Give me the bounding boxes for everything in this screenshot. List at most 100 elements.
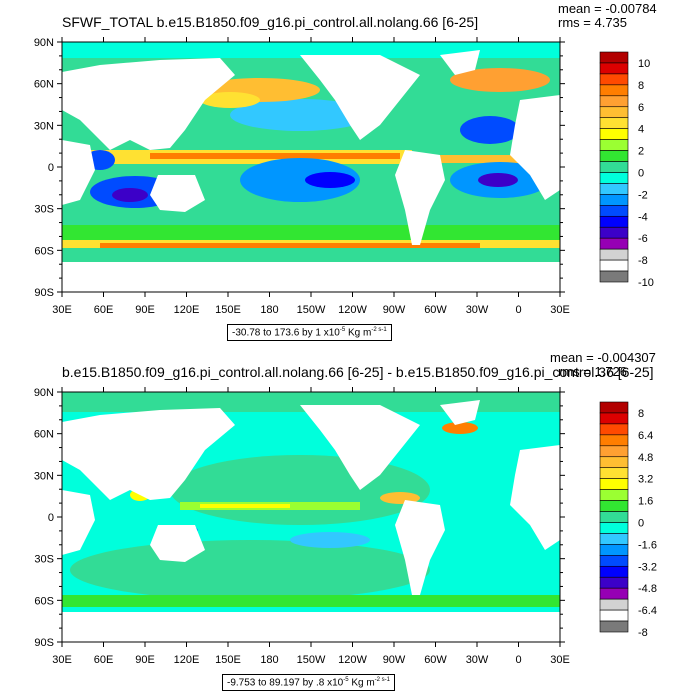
colorbar-label: 4.8 <box>638 452 653 464</box>
panel-1-svg: 90N 60N 30N 0 30S 60S 90S 30E 60E 90E 120E 150E 180… <box>34 37 654 316</box>
lon-tick-label: 90W <box>383 654 406 666</box>
panel-2-info-unit: Kg m <box>348 677 375 689</box>
colorbar-swatch <box>599 139 629 151</box>
colorbar-label: -4.8 <box>638 583 657 595</box>
lat-tick-label: 60S <box>34 595 54 607</box>
colorbar-label: 1.6 <box>638 496 653 508</box>
panel-1-info-exp: -5 <box>339 327 346 333</box>
panel-1-info-range: -30.78 to 173.6 by 1 x10 <box>232 327 340 339</box>
lat-tick-label: 30N <box>34 470 54 482</box>
colorbar-label: 2 <box>638 146 644 158</box>
panel-1-colorbar: 10 8 6 4 2 0 -2 -4 -6 -8 -10 <box>599 51 654 289</box>
panel-1-contour-info: -30.78 to 173.6 by 1 x10-5 Kg m-2 s-1 <box>227 324 392 342</box>
lon-tick-label: 60E <box>94 654 114 666</box>
colorbar-label: 0 <box>638 167 644 179</box>
colorbar-swatch <box>599 565 629 578</box>
lon-tick-label: 180 <box>260 304 278 316</box>
lon-tick-label: 150W <box>297 654 326 666</box>
lat-tick-label: 30N <box>34 120 54 132</box>
colorbar-swatch <box>599 95 629 108</box>
colorbar-label: -10 <box>638 277 654 289</box>
panel-2-title: b.e15.B1850.f09_g16.pi_control.all.nolan… <box>62 364 654 380</box>
lat-tick-label: 90N <box>34 387 54 399</box>
panel-2-colorbar: 8 6.4 4.8 3.2 1.6 0 -1.6 -3.2 -4.8 -6.4 -8 <box>599 401 657 639</box>
colorbar-swatch <box>599 555 629 567</box>
colorbar-swatch <box>599 522 629 534</box>
colorbar-label: -8 <box>638 627 648 639</box>
colorbar-swatch <box>599 270 629 283</box>
lon-tick-label: 180 <box>260 654 278 666</box>
colorbar-swatch <box>599 500 629 512</box>
colorbar-swatch <box>599 248 629 261</box>
lat-tick-label: 30S <box>34 204 54 216</box>
colorbar-swatch <box>599 205 629 217</box>
lon-tick-label: 150W <box>297 304 326 316</box>
panel-1-info-unit: Kg m <box>345 327 372 339</box>
colorbar-label: 4 <box>638 124 644 136</box>
panel-1-map <box>62 42 560 292</box>
colorbar-label: -6 <box>638 233 648 245</box>
lon-tick-label: 150E <box>215 654 241 666</box>
lat-tick-label: 0 <box>48 162 54 174</box>
colorbar-swatch <box>599 609 629 622</box>
panel-1-lon-ticks: 30E 60E 90E 120E 150E 180 150W 120W 90W 60W 30W 0 30… <box>52 37 570 316</box>
colorbar-swatch <box>599 467 629 479</box>
panel-2-mean: mean = -0.004307 <box>550 350 656 365</box>
lon-tick-label: 30E <box>550 654 570 666</box>
lon-tick-label: 0 <box>515 654 521 666</box>
panel-1-title: SFWF_TOTAL b.e15.B1850.f09_g16.pi_contro… <box>62 14 479 30</box>
lon-tick-label: 30E <box>550 304 570 316</box>
panel-2-map <box>62 392 560 642</box>
panel-2-rms: rms = 1.726 <box>558 364 628 379</box>
colorbar-swatch <box>599 456 629 469</box>
panel-2-info-exp: -5 <box>343 677 349 683</box>
colorbar-swatch <box>599 172 629 184</box>
lon-tick-label: 90W <box>383 304 406 316</box>
colorbar-swatch <box>599 620 629 633</box>
colorbar-swatch <box>599 226 629 239</box>
panel-2-info-unit-exp: -2 s-1 <box>374 677 391 683</box>
colorbar-label: -8 <box>638 255 648 267</box>
panel-1-rms: rms = 4.735 <box>558 15 628 30</box>
lat-tick-label: 30S <box>34 554 54 566</box>
colorbar-label: 0 <box>638 517 644 529</box>
colorbar-label: -2 <box>638 189 648 201</box>
colorbar-swatch <box>599 183 629 195</box>
lon-tick-label: 120E <box>174 304 200 316</box>
panel-2-contour-info: -9.753 to 89.197 by .8 x10-5 Kg m-2 s-1 <box>222 674 396 692</box>
colorbar-swatch <box>599 194 629 206</box>
colorbar-label: 6 <box>638 102 644 114</box>
colorbar-label: 8 <box>638 80 644 92</box>
lon-tick-label: 60W <box>424 304 447 316</box>
lon-tick-label: 120E <box>174 654 200 666</box>
panel-1: 90N 60N 30N 0 30S 60S 90S 30E 60E 90E 120E 150E 180… <box>34 2 657 342</box>
colorbar-swatch <box>599 478 629 490</box>
colorbar-swatch <box>599 106 629 119</box>
lon-tick-label: 120W <box>338 304 367 316</box>
colorbar-label: -6.4 <box>638 605 657 617</box>
colorbar-swatch <box>599 423 629 436</box>
colorbar-swatch <box>599 150 629 162</box>
colorbar-swatch <box>599 401 629 414</box>
lat-tick-label: 90S <box>34 287 54 299</box>
colorbar-swatch <box>599 587 629 600</box>
colorbar-swatch <box>599 62 629 75</box>
lat-tick-label: 60N <box>34 79 54 91</box>
colorbar-swatch <box>599 237 629 250</box>
panel-2-info-range: -9.753 to 89.197 by .8 x10 <box>227 677 344 689</box>
lon-tick-label: 90E <box>135 304 155 316</box>
colorbar-swatch <box>599 259 629 272</box>
colorbar-label: -4 <box>638 211 648 223</box>
panel-2-lon-ticks: 30E 60E 90E 120E 150E 180 150W 120W 90W 60W 30W 0 30… <box>52 387 570 666</box>
lat-tick-label: 90N <box>34 37 54 49</box>
panel-2: 90N 60N 30N 0 30S 60S 90S 30E 60E 90E 120E 150E 180… <box>0 350 700 700</box>
colorbar-label: -1.6 <box>638 539 657 551</box>
colorbar-swatch <box>599 434 629 447</box>
colorbar-swatch <box>599 117 629 129</box>
lat-tick-label: 90S <box>34 637 54 649</box>
colorbar-swatch <box>599 412 629 425</box>
lon-tick-label: 30W <box>466 654 489 666</box>
lat-tick-label: 0 <box>48 512 54 524</box>
colorbar-swatch <box>599 533 629 545</box>
lon-tick-label: 30E <box>52 654 72 666</box>
